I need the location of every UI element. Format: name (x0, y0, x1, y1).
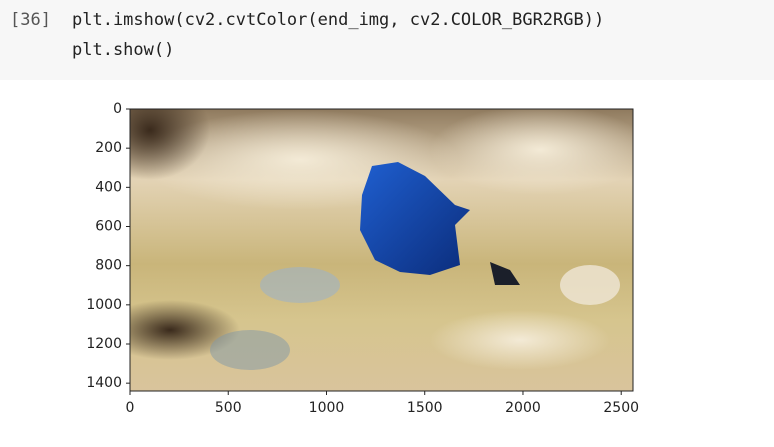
y-tick-label: 400 (95, 179, 122, 195)
y-tick-label: 800 (95, 258, 122, 274)
x-tick-label: 1000 (309, 400, 345, 416)
x-tick-label: 0 (126, 400, 135, 416)
x-tick-label: 2000 (505, 400, 541, 416)
x-tick-label: 500 (215, 400, 242, 416)
y-tick-label: 200 (95, 140, 122, 156)
image (130, 109, 633, 391)
code-line: plt.show() (72, 40, 175, 60)
cell-prompt: [36] (10, 10, 51, 30)
code-cell[interactable]: [36] plt.imshow(cv2.cvtColor(end_img, cv… (0, 0, 774, 80)
x-tick-label: 1500 (407, 400, 443, 416)
y-tick-label: 1400 (86, 375, 122, 391)
code-line: plt.imshow(cv2.cvtColor(end_img, cv2.COL… (72, 10, 605, 30)
y-tick-label: 600 (95, 219, 122, 235)
y-tick-label: 1200 (86, 336, 122, 352)
y-tick-label: 0 (113, 101, 122, 117)
y-tick-label: 1000 (86, 297, 122, 313)
x-tick-label: 2500 (603, 400, 639, 416)
axes-frame (129, 108, 634, 392)
